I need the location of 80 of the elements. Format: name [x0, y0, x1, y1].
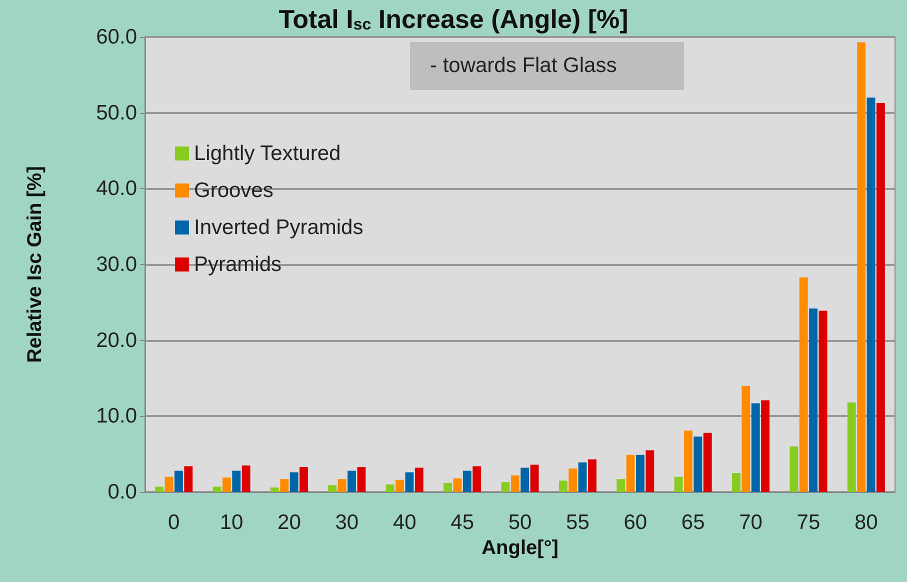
- bar: [270, 487, 279, 492]
- bar: [703, 432, 712, 492]
- bar: [472, 466, 482, 492]
- legend-label: Pyramids: [194, 253, 282, 276]
- bar: [328, 485, 337, 492]
- bar: [242, 465, 250, 492]
- legend-label: Lightly Textured: [194, 142, 341, 165]
- y-tick-label: 50.0: [96, 101, 137, 124]
- bar: [232, 470, 241, 492]
- y-tick-label: 0.0: [108, 480, 137, 504]
- y-tick-label: 30.0: [96, 253, 137, 276]
- bar: [558, 480, 568, 492]
- x-tick-label: 40: [392, 511, 416, 534]
- bar: [290, 472, 298, 492]
- bar: [626, 454, 635, 492]
- bar: [405, 472, 414, 492]
- bar: [857, 42, 866, 492]
- bar: [588, 459, 596, 492]
- bar: [386, 484, 394, 492]
- bar: [348, 470, 356, 492]
- bar: [530, 464, 539, 492]
- bar: [818, 310, 828, 492]
- bar: [453, 478, 462, 492]
- bar: [184, 466, 193, 492]
- bar: [357, 466, 366, 492]
- bar: [396, 480, 404, 492]
- note-box: - towards Flat Glass: [410, 42, 684, 90]
- bar: [174, 470, 183, 492]
- bar: [462, 470, 472, 492]
- y-tick-label: 20.0: [96, 328, 137, 352]
- bar: [212, 486, 222, 492]
- x-tick-label: 60: [624, 511, 648, 534]
- bar: [338, 479, 346, 492]
- bar: [520, 468, 530, 492]
- bar: [578, 462, 587, 492]
- bar: [732, 473, 740, 492]
- bar: [790, 446, 798, 492]
- y-tick-label: 40.0: [96, 177, 137, 200]
- x-tick-label: 45: [450, 511, 474, 534]
- y-tick-label: 60.0: [96, 26, 137, 48]
- bar: [568, 468, 578, 492]
- y-tick-label: 10.0: [96, 404, 137, 428]
- bar: [510, 475, 520, 492]
- chart-title: Total Isc Increase (Angle) [%]: [278, 4, 628, 34]
- x-tick-label: 0: [168, 511, 180, 534]
- bar: [684, 430, 692, 492]
- bar: [501, 482, 510, 492]
- bar: [222, 478, 231, 492]
- legend-label: Inverted Pyramids: [194, 216, 364, 239]
- bar: [155, 486, 164, 492]
- x-tick-label: 20: [278, 511, 301, 534]
- bar: [636, 454, 644, 492]
- bar: [414, 468, 424, 492]
- bar: [674, 476, 683, 492]
- y-axis-title: Relative Isc Gain [%]: [24, 166, 46, 363]
- bar: [646, 450, 654, 492]
- bar: [444, 482, 452, 492]
- x-tick-label: 70: [739, 511, 762, 534]
- bar: [866, 98, 876, 492]
- bar: [761, 400, 770, 492]
- x-tick-label: 10: [220, 511, 244, 534]
- bar: [616, 479, 626, 492]
- bar: [809, 308, 818, 492]
- bar: [751, 403, 760, 492]
- x-tick-label: 55: [566, 511, 590, 534]
- bar: [164, 476, 174, 492]
- bar: [280, 479, 289, 492]
- x-tick-label: 80: [854, 511, 878, 534]
- bar: [694, 436, 702, 492]
- bar: [799, 277, 808, 492]
- bar: [742, 386, 750, 492]
- x-axis-title: Angle[°]: [482, 536, 558, 559]
- x-tick-label: 50: [508, 511, 532, 534]
- x-tick-label: 75: [796, 511, 820, 534]
- x-tick-label: 30: [335, 511, 359, 534]
- bar: [300, 466, 308, 492]
- bar: [847, 402, 856, 492]
- bar: [876, 102, 885, 492]
- legend-label: Grooves: [194, 179, 274, 202]
- x-tick-label: 65: [681, 511, 705, 534]
